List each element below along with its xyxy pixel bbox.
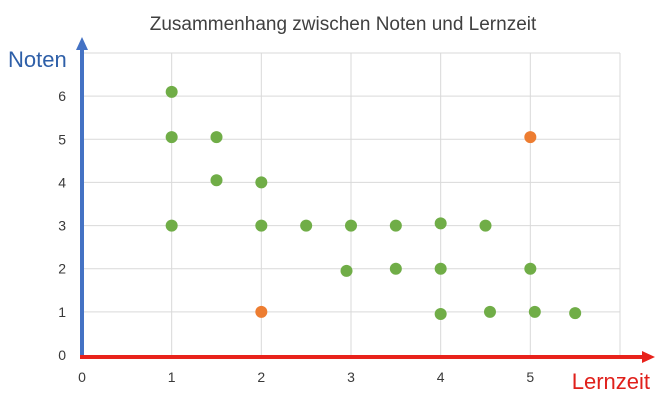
x-tick-label: 1 <box>168 369 176 385</box>
y-tick-label: 5 <box>58 131 66 147</box>
y-tick-label: 0 <box>58 347 66 363</box>
data-point <box>340 264 353 277</box>
y-tick-labels: 0 1 2 3 4 5 6 <box>58 88 66 363</box>
data-point <box>255 176 268 189</box>
data-point <box>479 219 492 232</box>
y-axis-title: Noten <box>8 47 67 72</box>
y-tick-label: 3 <box>58 218 66 234</box>
y-tick-label: 1 <box>58 304 66 320</box>
data-point <box>165 219 178 232</box>
data-point <box>483 305 496 318</box>
x-axis-arrowhead <box>642 351 655 363</box>
x-tick-label: 3 <box>347 369 355 385</box>
data-point <box>434 217 447 230</box>
y-tick-label: 2 <box>58 261 66 277</box>
data-point <box>165 85 178 98</box>
chart-title: Zusammenhang zwischen Noten und Lernzeit <box>150 14 537 35</box>
data-point <box>569 307 582 320</box>
data-point <box>165 131 178 144</box>
data-point <box>434 308 447 321</box>
data-point <box>255 305 268 318</box>
data-point <box>210 174 223 187</box>
data-points <box>165 85 582 321</box>
data-point <box>524 262 537 275</box>
data-point <box>434 262 447 275</box>
data-point <box>528 305 541 318</box>
y-tick-label: 6 <box>58 88 66 104</box>
x-tick-label: 5 <box>526 369 534 385</box>
data-point <box>345 219 357 232</box>
data-point <box>255 219 268 232</box>
x-tick-label: 4 <box>437 369 445 385</box>
x-tick-label: 0 <box>78 369 86 385</box>
y-axis-arrowhead <box>76 37 88 50</box>
data-point <box>389 219 402 232</box>
data-point <box>389 262 402 275</box>
x-tick-label: 2 <box>257 369 265 385</box>
y-tick-label: 4 <box>58 174 66 190</box>
data-point <box>524 131 537 144</box>
data-point <box>210 131 223 144</box>
x-axis-title: Lernzeit <box>572 369 650 394</box>
data-point <box>300 219 313 232</box>
x-tick-labels: 0 1 2 3 4 5 <box>78 369 534 385</box>
